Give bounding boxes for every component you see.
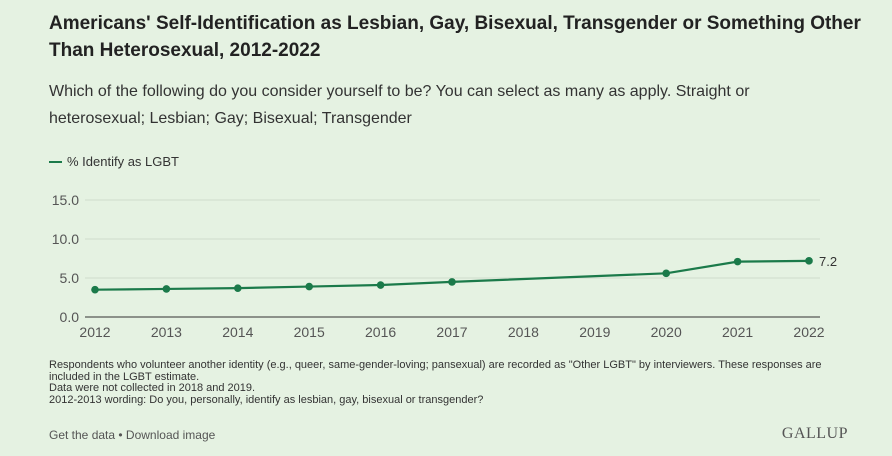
chart-subtitle: Which of the following do you consider y…	[49, 83, 750, 127]
x-tick-label: 2018	[508, 324, 539, 340]
y-tick-label: 5.0	[60, 270, 80, 286]
download-image-link[interactable]: Download image	[125, 428, 216, 442]
data-point	[234, 284, 242, 292]
x-tick-label: 2015	[294, 324, 325, 340]
y-tick-label: 15.0	[52, 192, 79, 208]
y-tick-label: 10.0	[52, 231, 79, 247]
legend-label: % Identify as LGBT	[67, 154, 179, 169]
legend-swatch	[49, 160, 62, 163]
data-point	[662, 269, 670, 278]
data-point	[733, 257, 742, 266]
note-missing-years: Data were not collected in 2018 and 2019…	[49, 382, 256, 394]
y-tick-label: 0.0	[60, 309, 80, 325]
data-point	[448, 278, 456, 286]
x-tick-label: 2016	[365, 324, 396, 340]
line-chart: 0.0 5.0 10.0 15.0 2012 2013 2014 2015 2016 2017 20…	[52, 192, 837, 340]
x-tick-label: 2017	[436, 324, 467, 340]
data-point	[91, 285, 99, 294]
chart-title: Americans' Self-Identification as Lesbia…	[49, 13, 861, 61]
x-tick-label: 2012	[79, 324, 110, 340]
x-tick-label: 2014	[222, 324, 253, 340]
data-point	[805, 257, 813, 265]
data-point	[162, 285, 171, 293]
x-tick-label: 2022	[793, 324, 824, 340]
note-other-lgbt: Respondents who volunteer another identi…	[49, 359, 822, 383]
footer-links: Get the data • Download image	[49, 428, 215, 442]
data-point	[305, 282, 314, 291]
x-tick-label: 2021	[722, 324, 753, 340]
data-point	[376, 281, 385, 289]
x-tick-label: 2019	[579, 324, 610, 340]
note-wording: 2012-2013 wording: Do you, personally, i…	[49, 393, 484, 406]
x-tick-label: 2013	[151, 324, 182, 340]
x-tick-label: 2020	[651, 324, 682, 340]
gallup-logo: GALLUP	[781, 425, 848, 442]
link-separator: •	[115, 428, 126, 442]
legend: % Identify as LGBT	[49, 154, 179, 169]
chart-notes: Respondents who volunteer another identi…	[49, 359, 849, 406]
get-data-link[interactable]: Get the data	[49, 428, 116, 442]
end-value-label: 7.2	[819, 254, 837, 269]
